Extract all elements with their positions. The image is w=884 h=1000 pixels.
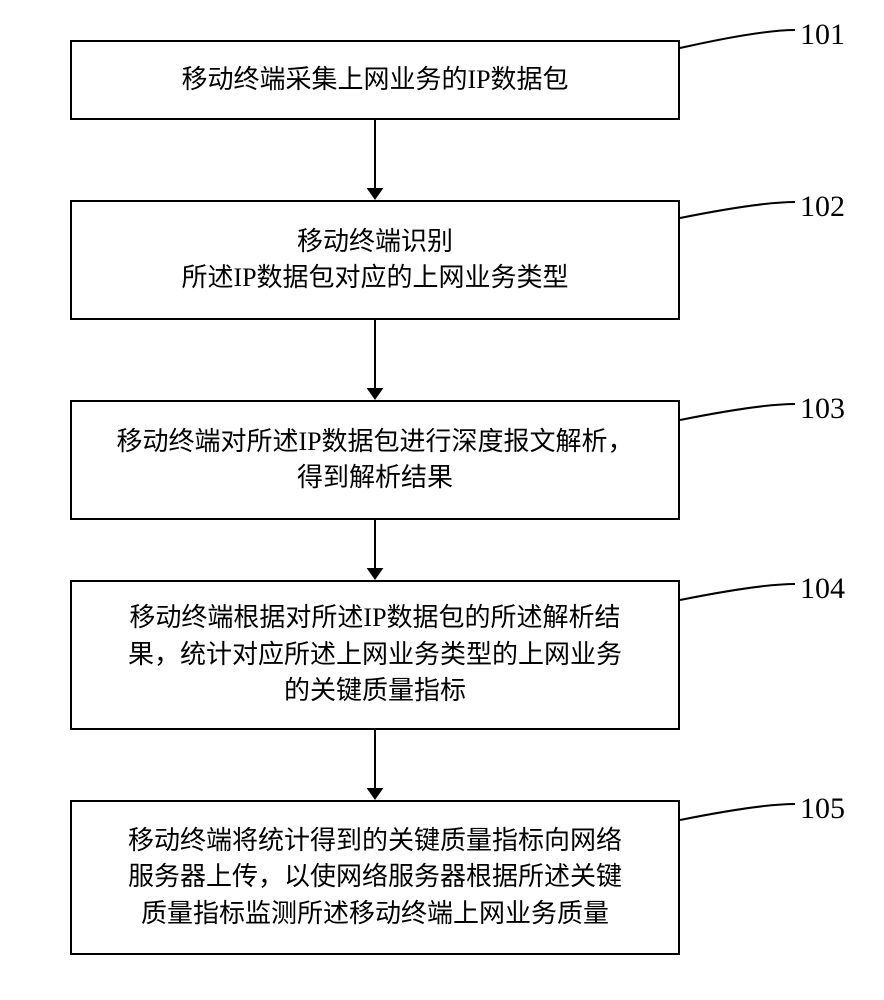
flow-arrow	[0, 0, 884, 1000]
flowchart-canvas: 移动终端采集上网业务的IP数据包101移动终端识别 所述IP数据包对应的上网业务…	[0, 0, 884, 1000]
